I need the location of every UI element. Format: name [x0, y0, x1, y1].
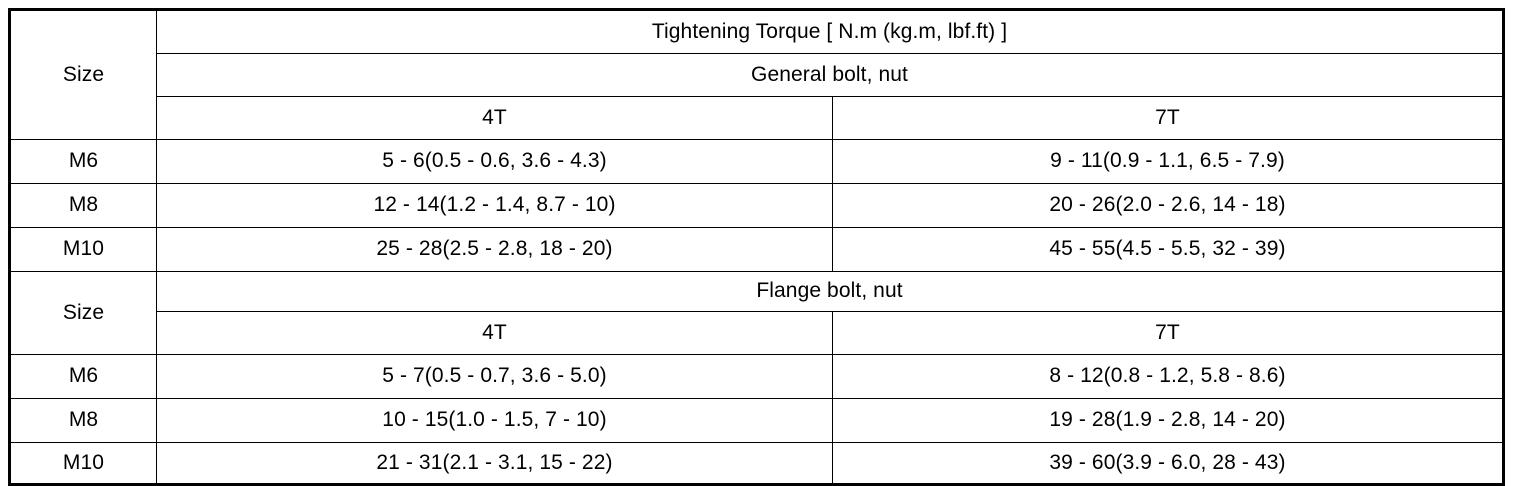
grade-header-general-4t: 4T	[156, 96, 833, 140]
table-row: M10 25 - 28(2.5 - 2.8, 18 - 20) 45 - 55(…	[9, 227, 1504, 272]
table-row: M8 10 - 15(1.0 - 1.5, 7 - 10) 19 - 28(1.…	[9, 398, 1504, 443]
torque-cell-7t: 19 - 28(1.9 - 2.8, 14 - 20)	[832, 398, 1504, 443]
size-cell: M6	[9, 139, 157, 184]
table-row: M8 12 - 14(1.2 - 1.4, 8.7 - 10) 20 - 26(…	[9, 183, 1504, 228]
torque-title-header: Tightening Torque [ N.m (kg.m, lbf.ft) ]	[156, 9, 1504, 54]
size-header-general: Size	[9, 9, 157, 140]
table-row: M10 21 - 31(2.1 - 3.1, 15 - 22) 39 - 60(…	[9, 442, 1504, 485]
torque-cell-4t: 5 - 6(0.5 - 0.6, 3.6 - 4.3)	[156, 139, 833, 184]
torque-cell-7t: 20 - 26(2.0 - 2.6, 14 - 18)	[832, 183, 1504, 228]
table-row-title: Size Tightening Torque [ N.m (kg.m, lbf.…	[9, 9, 1504, 140]
size-cell: M8	[9, 183, 157, 228]
table-row-grades-flange: 4T 7T	[10, 311, 1504, 355]
torque-cell-4t: 21 - 31(2.1 - 3.1, 15 - 22)	[156, 442, 833, 485]
tightening-torque-table: Size Tightening Torque [ N.m (kg.m, lbf.…	[8, 8, 1505, 486]
grade-header-flange-7t: 7T	[832, 311, 1504, 355]
size-cell: M10	[9, 442, 157, 485]
torque-cell-4t: 5 - 7(0.5 - 0.7, 3.6 - 5.0)	[156, 354, 833, 399]
group-header-flange: Flange bolt, nut	[156, 271, 1504, 312]
torque-cell-7t: 45 - 55(4.5 - 5.5, 32 - 39)	[832, 227, 1504, 272]
table-row: M6 5 - 6(0.5 - 0.6, 3.6 - 4.3) 9 - 11(0.…	[9, 139, 1504, 184]
torque-cell-7t: 8 - 12(0.8 - 1.2, 5.8 - 8.6)	[832, 354, 1504, 399]
torque-cell-4t: 25 - 28(2.5 - 2.8, 18 - 20)	[156, 227, 833, 272]
size-cell: M6	[9, 354, 157, 399]
group-header-general: General bolt, nut	[156, 53, 1504, 97]
table-row-group-general: General bolt, nut	[10, 53, 1504, 97]
size-cell: M10	[9, 227, 157, 272]
torque-cell-7t: 9 - 11(0.9 - 1.1, 6.5 - 7.9)	[832, 139, 1504, 184]
torque-cell-4t: 10 - 15(1.0 - 1.5, 7 - 10)	[156, 398, 833, 443]
torque-cell-4t: 12 - 14(1.2 - 1.4, 8.7 - 10)	[156, 183, 833, 228]
table-row-group-flange: Size Flange bolt, nut	[9, 271, 1504, 355]
table-row-grades-general: 4T 7T	[10, 96, 1504, 140]
grade-header-general-7t: 7T	[832, 96, 1504, 140]
torque-cell-7t: 39 - 60(3.9 - 6.0, 28 - 43)	[832, 442, 1504, 485]
size-cell: M8	[9, 398, 157, 443]
grade-header-flange-4t: 4T	[156, 311, 833, 355]
size-header-flange: Size	[9, 271, 157, 355]
table-row: M6 5 - 7(0.5 - 0.7, 3.6 - 5.0) 8 - 12(0.…	[9, 354, 1504, 399]
